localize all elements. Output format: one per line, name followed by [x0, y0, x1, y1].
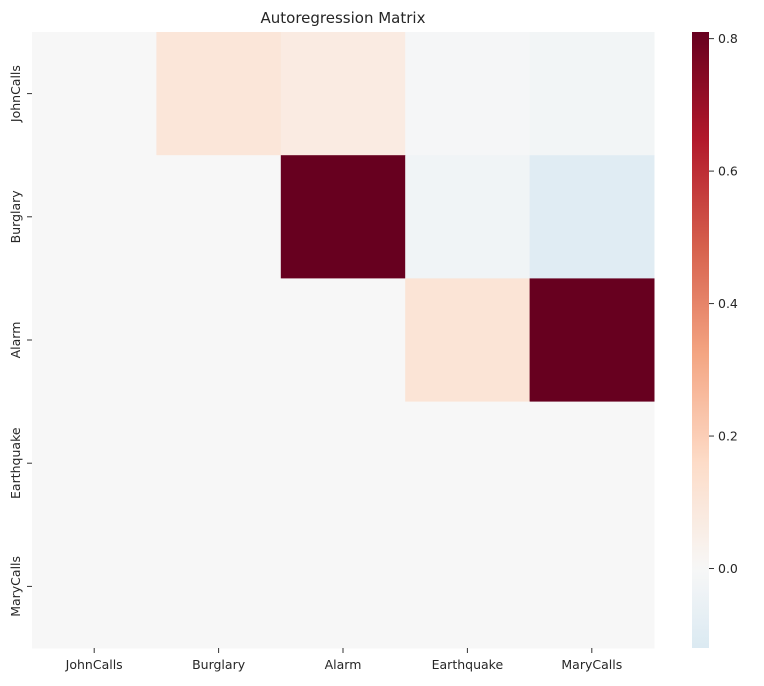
y-tick-label: JohnCalls: [8, 65, 23, 123]
heatmap-cell: [529, 155, 655, 279]
y-tick-label: Burglary: [8, 190, 23, 244]
heatmap-cell: [156, 401, 282, 526]
colorbar-tick-label: 0.8: [718, 31, 738, 46]
heatmap-cell: [156, 278, 282, 403]
colorbar-tick-label: 0.6: [718, 164, 738, 179]
heatmap-cell: [280, 278, 406, 403]
heatmap-cell: [32, 155, 157, 279]
y-tick-label: Earthquake: [8, 427, 23, 499]
heatmap-cell: [280, 32, 406, 156]
heatmap-cell: [156, 155, 282, 279]
heatmap-cell: [156, 32, 282, 156]
x-tick-label: MaryCalls: [561, 657, 622, 672]
colorbar-tick-label: 0.2: [718, 429, 738, 444]
heatmap-cell: [280, 524, 406, 649]
x-tick-label: Earthquake: [432, 657, 504, 672]
heatmap-cell: [529, 32, 655, 156]
heatmap-cell: [32, 278, 157, 403]
y-axis: JohnCalls Burglary Alarm Earthquake MaryCall…: [8, 65, 32, 617]
heatmap-cell: [32, 32, 157, 156]
x-tick-label: Alarm: [325, 657, 362, 672]
heatmap-cell: [156, 524, 282, 649]
heatmap-cell: [32, 401, 157, 526]
heatmap-cell: [405, 32, 531, 156]
colorbar-ticks: 0.0 0.2 0.4 0.6 0.8: [709, 31, 738, 576]
heatmap-cell: [32, 524, 157, 649]
heatmap-cell: [280, 155, 406, 279]
heatmap-cell: [529, 524, 655, 649]
colorbar: [692, 32, 709, 648]
heatmap-cell: [405, 155, 531, 279]
y-tick-label: MaryCalls: [8, 556, 23, 617]
x-tick-label: Burglary: [192, 657, 246, 672]
heatmap-cell: [280, 401, 406, 526]
y-tick-label: Alarm: [8, 322, 23, 359]
colorbar-tick-label: 0.0: [718, 561, 738, 576]
heatmap-cell: [405, 524, 531, 649]
x-tick-label: JohnCalls: [65, 657, 123, 672]
colorbar-tick-label: 0.4: [718, 296, 738, 311]
heatmap-cells: [32, 32, 655, 649]
heatmap-cell: [529, 278, 655, 403]
heatmap-cell: [405, 401, 531, 526]
chart-title: Autoregression Matrix: [261, 9, 426, 27]
heatmap-cell: [529, 401, 655, 526]
x-axis: JohnCalls Burglary Alarm Earthquake MaryCall…: [65, 648, 622, 672]
heatmap-cell: [405, 278, 531, 403]
